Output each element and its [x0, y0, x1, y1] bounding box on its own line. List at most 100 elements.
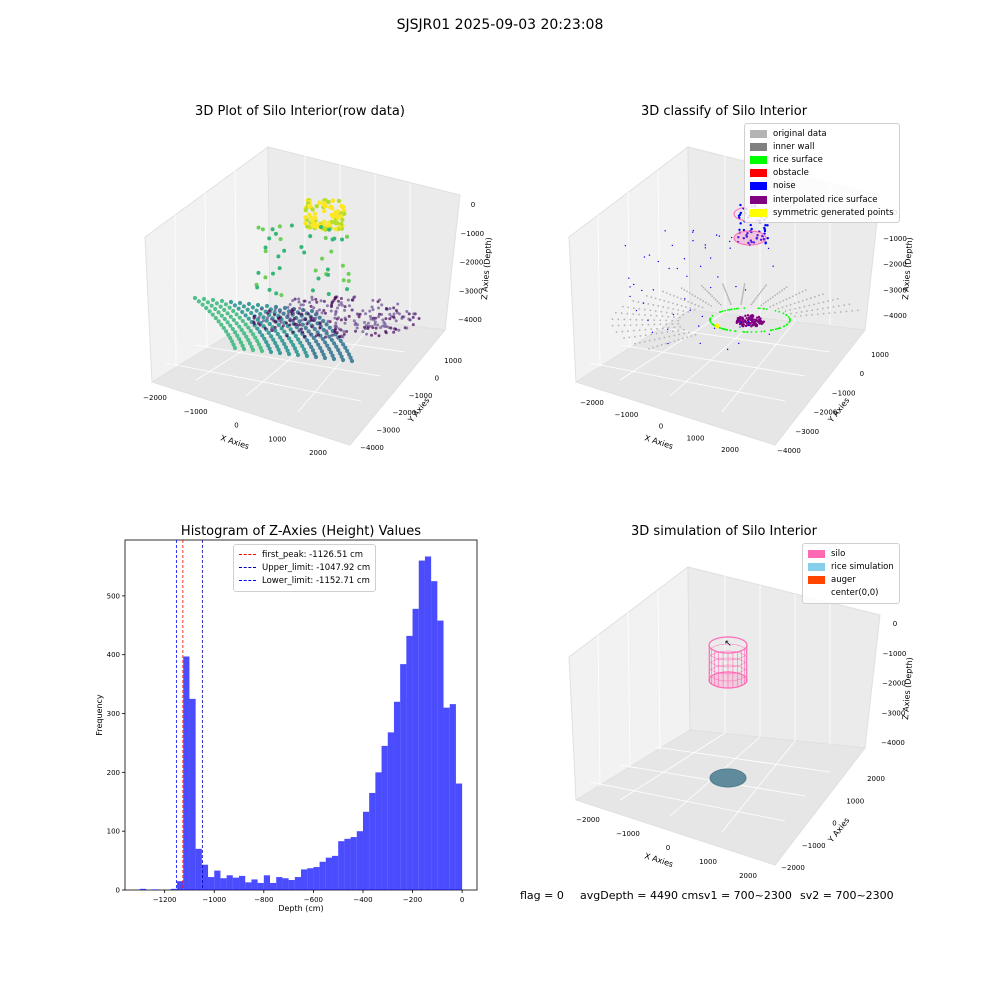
histogram-legend: first_peak: -1126.51 cm Upper_limit: -10…: [233, 544, 377, 592]
swatch: [750, 169, 767, 178]
swatch: [750, 182, 767, 191]
histogram-bar: [282, 878, 289, 890]
histogram-bar: [152, 889, 159, 890]
histogram-y-tick-label: 100: [107, 828, 120, 836]
histogram-bar: [232, 877, 240, 890]
histogram-bar: [369, 792, 376, 890]
legend-rice-simulation: rice simulation: [808, 560, 894, 573]
legend-lower-limit: Lower_limit: -1152.71 cm: [239, 574, 370, 587]
histogram-x-tick-label: −200: [403, 896, 422, 904]
histogram-bar: [270, 882, 277, 890]
swatch: [750, 208, 767, 217]
histogram-bar: [307, 868, 314, 890]
classify-legend: original data inner wall rice surface ob…: [744, 123, 900, 224]
histogram-bar: [406, 635, 413, 890]
histogram-bar: [393, 701, 401, 890]
swatch: [808, 549, 825, 558]
legend-inner-wall: inner wall: [750, 140, 894, 153]
histogram-bar: [412, 608, 419, 890]
raw-plot-title: 3D Plot of Silo Interior(row data): [195, 104, 405, 119]
line-swatch: [239, 554, 256, 556]
legend-obstacle: obstacle: [750, 167, 894, 180]
histogram-bar: [220, 878, 227, 890]
histogram-bar: [214, 870, 221, 890]
histogram-bar: [325, 857, 332, 890]
swatch: [808, 575, 825, 584]
histogram-bar: [362, 811, 370, 890]
histogram-bar: [356, 831, 363, 890]
histogram-bar: [177, 881, 184, 890]
legend-symmetric-generated-points: symmetric generated points: [750, 206, 894, 219]
histogram-bar: [443, 707, 450, 890]
histogram-bar: [455, 783, 463, 890]
histogram-bar: [437, 620, 444, 890]
histogram-bar: [294, 877, 301, 890]
swatch: [750, 142, 767, 151]
swatch: [750, 195, 767, 204]
histogram-x-tick-label: −400: [353, 896, 372, 904]
histogram-bar: [375, 772, 382, 890]
histogram-bar: [183, 656, 190, 890]
line-swatch: [239, 580, 256, 582]
histogram-y-tick-label: 400: [107, 651, 120, 659]
histogram-bar: [263, 875, 271, 890]
histogram-bar: [195, 848, 202, 890]
histogram-bar: [226, 875, 233, 890]
legend-auger: auger: [808, 573, 894, 586]
histogram-y-tick-label: 500: [107, 592, 120, 600]
status-avg-depth: avgDepth = 4490 cmsv1 = 700~2300: [580, 889, 792, 902]
histogram-bar: [139, 888, 147, 890]
histogram-bar: [319, 861, 326, 890]
histogram-bar: [344, 838, 351, 890]
histogram-bar: [251, 879, 258, 890]
legend-center: center(0,0): [808, 587, 894, 600]
histogram-bar: [189, 698, 196, 890]
histogram-bar: [288, 880, 295, 890]
histogram-vlines: [175, 540, 203, 890]
histogram-bar: [381, 745, 388, 890]
histogram-x-ticks: −1200 −1000 −800 −600 −400 −200 0: [153, 890, 464, 904]
histogram-x-tick-label: −1200: [153, 896, 177, 904]
histogram-bar: [245, 882, 252, 890]
simulation-plot-title: 3D simulation of Silo Interior: [631, 524, 817, 539]
histogram-title: Histogram of Z-Axies (Height) Values: [180, 524, 422, 539]
legend-noise: noise: [750, 180, 894, 193]
histogram-y-label: Frequency: [95, 694, 104, 736]
histogram-y-tick-label: 300: [107, 710, 120, 718]
histogram-x-tick-label: 0: [460, 896, 464, 904]
histogram-bars: [139, 556, 463, 890]
histogram-x-tick-label: −600: [304, 896, 323, 904]
histogram-bar: [418, 560, 425, 890]
legend-rice-surface: rice surface: [750, 153, 894, 166]
legend-silo: silo: [808, 547, 894, 560]
histogram-bar: [313, 867, 320, 890]
histogram-y-tick-label: 0: [116, 887, 120, 895]
histogram-bar: [257, 882, 264, 890]
histogram-bar: [331, 855, 339, 890]
swatch: [750, 155, 767, 164]
status-sv2: sv2 = 700~2300: [800, 889, 894, 902]
legend-interpolated-rice-surface: interpolated rice surface: [750, 193, 894, 206]
histogram-bar: [338, 841, 345, 890]
histogram-bar: [387, 732, 394, 890]
histogram-bar: [208, 877, 215, 890]
legend-upper-limit: Upper_limit: -1047.92 cm: [239, 561, 370, 574]
histogram-bar: [276, 877, 283, 890]
swatch: [808, 589, 825, 598]
simulation-legend: silo rice simulation auger center(0,0): [802, 543, 900, 604]
histogram-bar: [431, 581, 438, 890]
histogram-bar: [424, 556, 432, 890]
line-swatch: [239, 567, 256, 569]
histogram-bar: [239, 875, 246, 890]
histogram-x-tick-label: −1000: [202, 896, 226, 904]
figure-title: SJSJR01 2025-09-03 20:23:08: [396, 17, 604, 33]
swatch: [750, 129, 767, 138]
histogram-x-tick-label: −800: [254, 896, 273, 904]
histogram-y-ticks: 0 100 200 300 400 500: [107, 592, 125, 895]
histogram-bar: [201, 864, 209, 890]
histogram-x-label: Depth (cm): [278, 904, 323, 913]
status-flag: flag = 0: [520, 889, 564, 902]
classify-plot-title: 3D classify of Silo Interior: [640, 104, 808, 119]
histogram-bar: [301, 869, 308, 890]
